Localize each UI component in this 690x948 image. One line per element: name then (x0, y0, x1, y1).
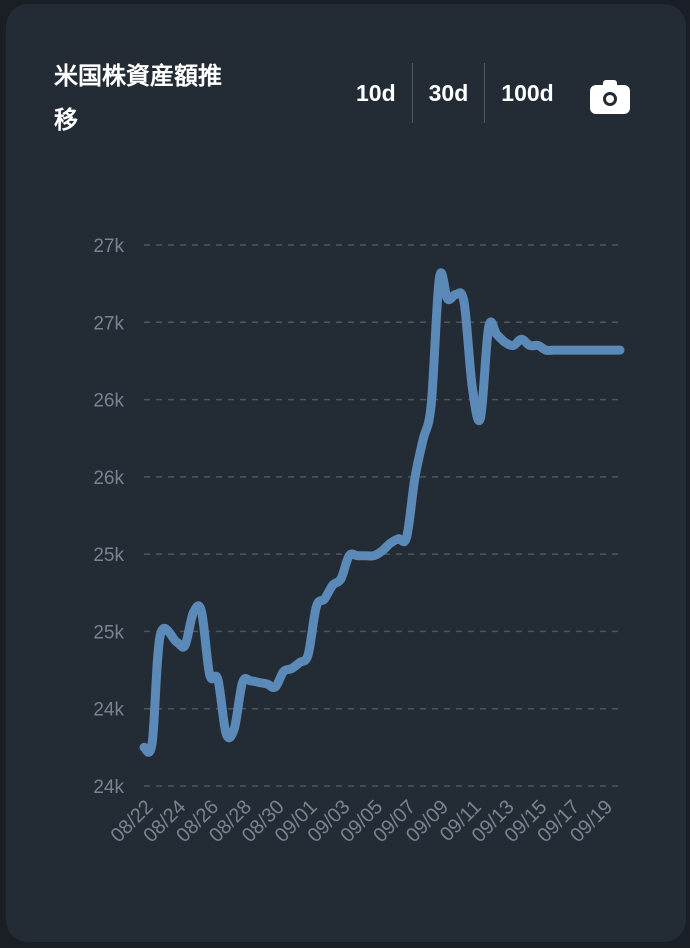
range-100d-button[interactable]: 100d (501, 80, 554, 106)
y-tick-label: 27k (93, 236, 124, 257)
y-tick-label: 27k (93, 313, 124, 334)
series-line (139, 268, 625, 757)
camera-icon[interactable] (590, 80, 630, 114)
y-tick-label: 26k (93, 468, 124, 489)
range-30d-button[interactable]: 30d (428, 80, 469, 106)
y-tick-label: 25k (93, 545, 124, 566)
toolbar-divider (411, 63, 413, 123)
y-tick-label: 25k (93, 622, 124, 643)
toolbar-divider (484, 63, 486, 123)
chart-card: 米国株資産額推移 10d 30d 100d 24k 24k 25k 25k 26k 26k… (6, 4, 686, 942)
y-tick-label: 24k (93, 700, 124, 721)
range-toolbar: 10d 30d 100d (340, 62, 570, 124)
chart-title: 米国株資産額推移 (54, 62, 222, 134)
line-chart: 24k24k25k25k26k26k27k27k08/2208/2408/260… (93, 236, 625, 847)
range-10d-button[interactable]: 10d (356, 80, 396, 106)
y-tick-label: 24k (93, 777, 124, 798)
y-tick-label: 26k (93, 391, 124, 412)
